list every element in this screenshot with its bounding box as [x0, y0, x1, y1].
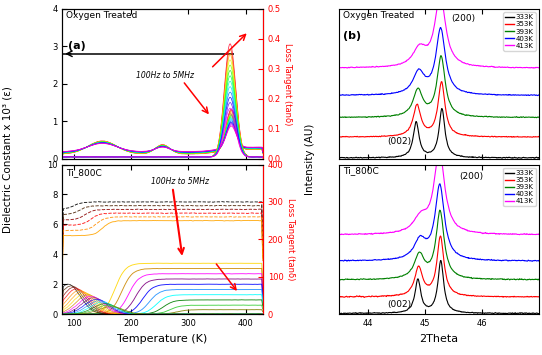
Text: (a): (a): [68, 41, 86, 51]
Text: Oxygen Treated: Oxygen Treated: [343, 11, 414, 20]
X-axis label: Temperature (K): Temperature (K): [118, 334, 208, 344]
Text: 100Hz to 5MHz: 100Hz to 5MHz: [137, 71, 195, 80]
Text: (b): (b): [343, 31, 361, 41]
Text: Oxygen Treated: Oxygen Treated: [66, 11, 138, 20]
Text: (200): (200): [451, 14, 475, 23]
Legend: 333K, 353K, 393K, 403K, 413K: 333K, 353K, 393K, 403K, 413K: [503, 168, 536, 206]
Y-axis label: Loss Tangent (tanδ): Loss Tangent (tanδ): [283, 43, 292, 125]
Text: Ti_800C: Ti_800C: [343, 166, 379, 175]
X-axis label: 2Theta: 2Theta: [420, 334, 459, 344]
Legend: 333K, 353K, 393K, 403K, 413K: 333K, 353K, 393K, 403K, 413K: [503, 12, 536, 51]
Y-axis label: Loss Tangent (tanδ): Loss Tangent (tanδ): [286, 198, 295, 280]
Text: (002): (002): [387, 137, 411, 146]
Text: Ti_800C: Ti_800C: [66, 168, 102, 177]
Text: (200): (200): [459, 173, 483, 181]
Text: Dielectric Constant x 10³ (ε): Dielectric Constant x 10³ (ε): [3, 86, 12, 233]
Text: 100Hz to 5MHz: 100Hz to 5MHz: [151, 177, 209, 186]
Text: (002): (002): [387, 300, 411, 309]
Text: Intensity (AU): Intensity (AU): [305, 124, 314, 196]
